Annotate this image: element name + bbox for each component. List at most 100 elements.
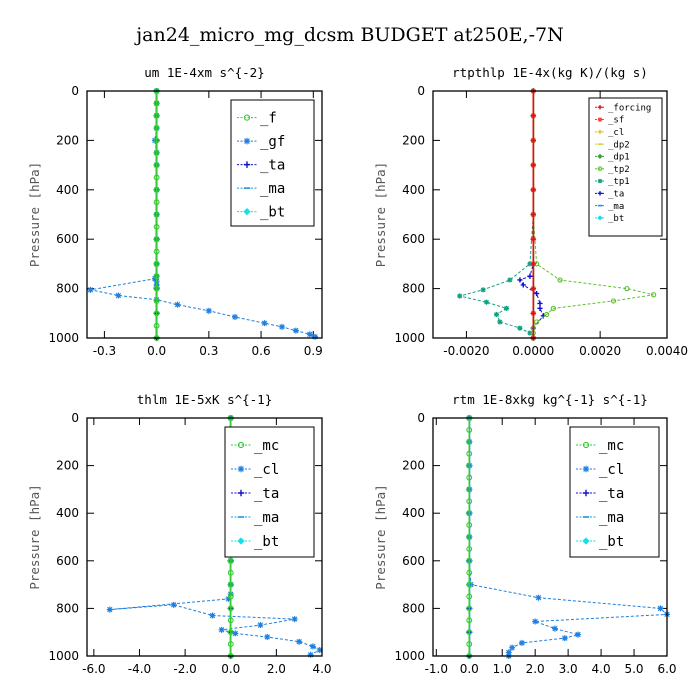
data-point [530, 310, 536, 316]
legend-label: _bt [599, 534, 624, 550]
data-point [227, 629, 234, 636]
data-point [518, 639, 525, 646]
data-point [466, 629, 473, 636]
data-point [153, 162, 160, 169]
data-point [483, 299, 490, 305]
data-point [527, 261, 533, 267]
data-point [153, 298, 160, 304]
data-point [466, 593, 473, 600]
data-point [505, 649, 512, 656]
legend-marker [597, 166, 603, 172]
series-tp1 [457, 88, 536, 341]
data-point [517, 277, 523, 283]
x-tick-label: 0.0 [460, 662, 479, 676]
legend-label: _ma [260, 181, 285, 197]
data-point [227, 581, 234, 588]
x-tick-label: 2.0 [267, 662, 286, 676]
data-point [550, 305, 556, 311]
data-point [466, 617, 473, 624]
data-point [467, 581, 474, 588]
data-point [503, 305, 510, 311]
data-point [509, 644, 516, 651]
data-point [151, 275, 158, 282]
data-point [466, 486, 473, 493]
data-point [153, 310, 160, 317]
panel-title: rtm 1E-8xkg kg^{-1} s^{-1} [452, 392, 648, 407]
data-point [106, 606, 113, 613]
x-tick-label: 2.0 [526, 662, 545, 676]
data-point [530, 187, 536, 193]
data-point [261, 320, 268, 327]
data-point [466, 522, 473, 529]
data-point [466, 534, 473, 540]
data-point [466, 498, 473, 505]
y-tick-label: 400 [56, 183, 79, 197]
data-point [87, 286, 94, 293]
legend-label: _cl [254, 462, 279, 478]
y-tick-label: 600 [56, 232, 79, 246]
data-point [533, 319, 540, 325]
y-tick-label: 600 [402, 232, 425, 246]
legend-label: _dp2 [608, 140, 630, 150]
data-point [466, 510, 473, 517]
legend-label: _ma [599, 510, 624, 526]
y-tick-label: 1000 [394, 649, 425, 663]
data-point [534, 290, 540, 297]
y-tick-label: 200 [56, 133, 79, 147]
legend-label: _ta [260, 158, 285, 174]
series-line [459, 91, 534, 339]
y-axis-label: Pressure [hPa] [27, 484, 42, 589]
data-point [153, 211, 160, 218]
legend-marker [243, 114, 251, 121]
legend-marker [243, 208, 251, 216]
data-point [264, 633, 271, 640]
legend-marker [597, 215, 603, 221]
data-point [153, 322, 160, 329]
data-point [535, 594, 542, 601]
y-tick-label: 800 [56, 282, 79, 296]
x-tick-label: 0.6 [252, 344, 271, 358]
x-tick-label: -0.3 [93, 344, 116, 358]
data-point [530, 162, 536, 168]
data-point [153, 199, 160, 206]
x-tick-label: 5.0 [624, 662, 643, 676]
data-point [507, 277, 513, 283]
data-point [153, 273, 160, 280]
plot-frame [86, 90, 323, 339]
legend-marker [243, 161, 251, 168]
data-point [209, 612, 216, 619]
data-point [650, 292, 657, 298]
panel-title: um 1E-4xm s^{-2} [144, 65, 264, 80]
plot-frame [86, 417, 323, 657]
legend-marker [597, 129, 603, 135]
y-axis-label: Pressure [hPa] [373, 162, 388, 267]
x-tick-label: -1.0 [425, 662, 448, 676]
data-point [153, 260, 160, 267]
x-tick-label: -6.0 [82, 662, 105, 676]
data-point [316, 647, 323, 654]
data-point [312, 333, 319, 340]
y-tick-label: 1000 [394, 331, 425, 345]
data-point [292, 327, 299, 334]
data-point [115, 292, 122, 299]
legend-label: _sf [608, 116, 624, 126]
panel-4: rtm 1E-8xkg kg^{-1} s^{-1} 0 200 400 600 800 1… [373, 392, 677, 676]
y-tick-label: 200 [402, 459, 425, 473]
data-point [296, 638, 303, 645]
data-point [527, 330, 533, 336]
data-point [153, 112, 160, 119]
data-point [575, 631, 582, 638]
data-point [466, 569, 473, 576]
legend-marker [597, 178, 603, 184]
series-forcing [530, 88, 536, 341]
data-point [306, 331, 313, 338]
data-point [227, 641, 234, 648]
legend-marker [582, 465, 590, 473]
data-point [466, 581, 473, 588]
data-point [227, 617, 234, 624]
data-point [544, 311, 550, 318]
data-point [153, 285, 160, 292]
legend-label: _bt [260, 205, 285, 221]
data-point [530, 261, 536, 267]
